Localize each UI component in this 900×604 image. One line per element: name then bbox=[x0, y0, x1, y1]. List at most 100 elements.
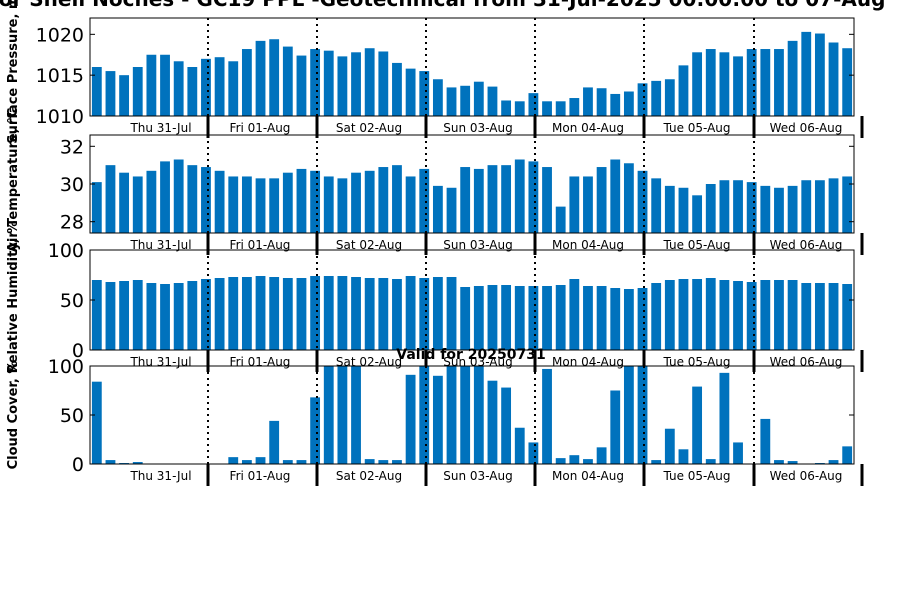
bar bbox=[514, 427, 525, 464]
bar bbox=[569, 279, 580, 350]
day-label: Fri 01-Aug bbox=[230, 469, 291, 483]
bar bbox=[173, 283, 184, 350]
bar bbox=[678, 279, 689, 350]
bar bbox=[528, 442, 539, 464]
bar bbox=[610, 390, 621, 464]
bar bbox=[801, 283, 812, 350]
bar bbox=[514, 159, 525, 233]
bar bbox=[569, 455, 580, 464]
bar bbox=[774, 460, 784, 464]
bar bbox=[310, 397, 321, 464]
bar bbox=[214, 278, 225, 350]
bar bbox=[337, 366, 348, 464]
bar bbox=[733, 180, 743, 233]
day-label: Mon 04-Aug bbox=[552, 469, 624, 483]
bar bbox=[828, 178, 839, 233]
day-label: Mon 04-Aug bbox=[552, 121, 624, 135]
bar bbox=[378, 460, 389, 464]
bar bbox=[746, 49, 757, 116]
bar bbox=[760, 280, 771, 350]
y-tick-label: 100 bbox=[48, 356, 84, 378]
bar bbox=[678, 449, 689, 464]
bar bbox=[228, 176, 239, 233]
bar bbox=[132, 280, 143, 350]
day-label: Fri 01-Aug bbox=[230, 355, 291, 369]
bar bbox=[432, 277, 443, 350]
bar bbox=[637, 83, 648, 116]
bar bbox=[432, 185, 443, 233]
day-label: Sun 03-Aug bbox=[443, 469, 512, 483]
bar bbox=[542, 368, 552, 464]
bar bbox=[583, 176, 593, 233]
y-axis-label: Cloud Cover, % bbox=[6, 361, 21, 470]
bar bbox=[146, 54, 157, 116]
y-tick-label: 1015 bbox=[36, 65, 84, 87]
bar bbox=[105, 282, 116, 350]
bar bbox=[719, 280, 730, 350]
bar bbox=[583, 459, 593, 464]
bar bbox=[623, 163, 634, 233]
y-tick-label: 100 bbox=[48, 240, 84, 262]
bar bbox=[337, 56, 348, 116]
y-axis-label: Surface Pressure, mb bbox=[6, 0, 21, 144]
bar bbox=[501, 387, 512, 464]
bar bbox=[405, 176, 416, 233]
bar bbox=[501, 100, 512, 116]
bar bbox=[801, 31, 812, 117]
bar bbox=[419, 168, 430, 233]
day-label: Wed 06-Aug bbox=[770, 121, 843, 135]
bar bbox=[733, 281, 743, 350]
bar bbox=[787, 461, 798, 464]
bar bbox=[241, 176, 252, 233]
bar bbox=[351, 277, 361, 350]
bar bbox=[255, 457, 266, 464]
figure-subtitle: Valid for 20250731 bbox=[396, 347, 545, 363]
bar bbox=[446, 366, 457, 464]
bar bbox=[269, 277, 280, 350]
bar bbox=[774, 280, 784, 350]
bar bbox=[569, 176, 580, 233]
bar bbox=[392, 62, 402, 116]
bar bbox=[814, 33, 825, 116]
bar bbox=[282, 46, 293, 116]
bar bbox=[432, 79, 443, 116]
bar bbox=[610, 93, 621, 116]
bar bbox=[146, 283, 157, 350]
bar bbox=[296, 55, 307, 116]
day-label: Tue 05-Aug bbox=[662, 355, 730, 369]
bar bbox=[501, 165, 512, 233]
bar bbox=[91, 381, 102, 464]
day-label: Mon 04-Aug bbox=[552, 238, 624, 252]
bar bbox=[310, 170, 321, 233]
bar bbox=[132, 67, 143, 116]
bar bbox=[460, 366, 471, 464]
day-label: Fri 01-Aug bbox=[230, 121, 291, 135]
bar bbox=[514, 101, 525, 116]
bar bbox=[651, 80, 662, 116]
day-label: Tue 05-Aug bbox=[662, 238, 730, 252]
bar bbox=[255, 276, 266, 350]
bar bbox=[514, 286, 525, 350]
bar bbox=[323, 176, 334, 233]
bar bbox=[842, 48, 853, 116]
bar bbox=[228, 277, 239, 350]
bar bbox=[705, 459, 716, 464]
day-label: Fri 01-Aug bbox=[230, 238, 291, 252]
bar bbox=[487, 86, 498, 116]
bar bbox=[678, 65, 689, 116]
bar bbox=[296, 460, 307, 464]
bar bbox=[664, 428, 675, 464]
bar bbox=[528, 286, 539, 350]
day-label: Thu 31-Jul bbox=[129, 238, 191, 252]
bar bbox=[637, 170, 648, 233]
day-label: Sat 02-Aug bbox=[336, 238, 402, 252]
bar bbox=[91, 182, 102, 233]
bar bbox=[187, 165, 198, 233]
bar bbox=[446, 187, 457, 233]
y-tick-label: 50 bbox=[60, 405, 84, 427]
y-tick-label: 1020 bbox=[36, 24, 84, 46]
bar bbox=[460, 287, 471, 350]
bar bbox=[719, 372, 730, 464]
bar bbox=[201, 279, 211, 350]
